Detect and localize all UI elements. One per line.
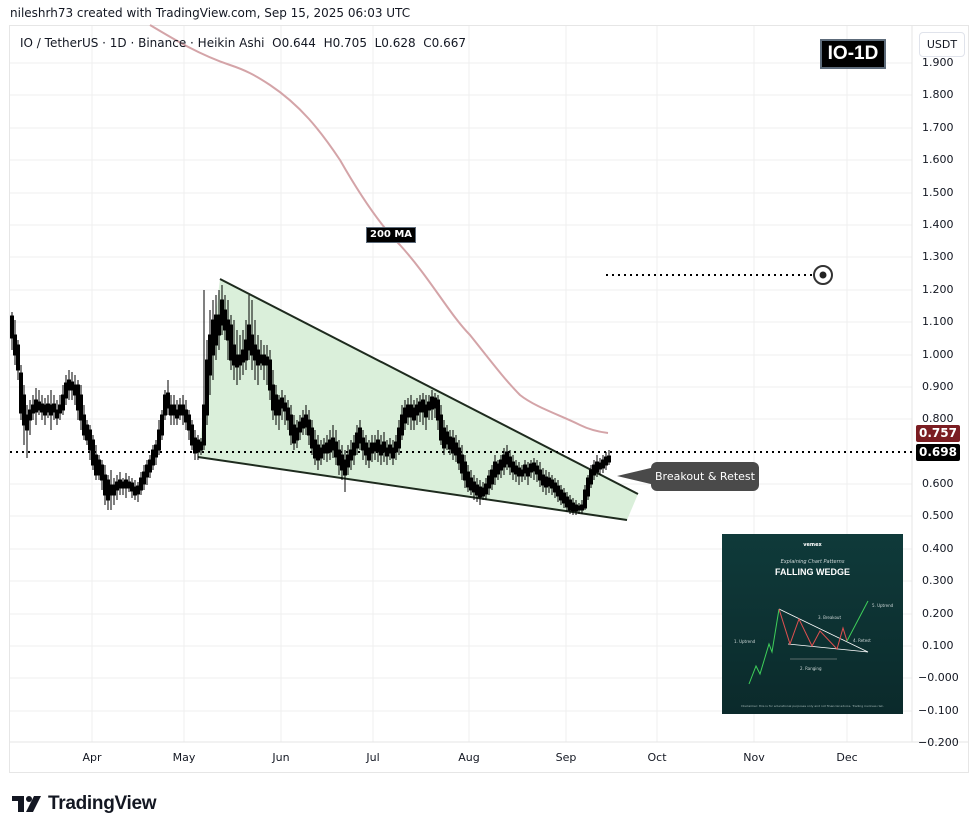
inset-label: 3. Breakout (818, 615, 842, 620)
inset-subtitle: Explaining Chart Patterns (780, 559, 845, 565)
x-tick: Jun (272, 751, 290, 764)
ma-price-tag: 0.757 (916, 425, 960, 442)
y-tick: −0.000 (918, 671, 959, 684)
x-tick: Nov (743, 751, 765, 764)
inset-footer: Disclaimer: this is for educational purp… (741, 704, 884, 708)
tradingview-logo[interactable]: TradingView (12, 793, 157, 815)
y-tick: 0.800 (922, 412, 954, 425)
x-tick: Oct (647, 751, 667, 764)
inset-title: FALLING WEDGE (775, 567, 850, 577)
last-price-tag: 0.698 (916, 444, 960, 461)
x-tick: Sep (555, 751, 577, 764)
falling-wedge-inset: vemex Explaining Chart Patterns FALLING … (722, 534, 903, 714)
ma-label: 200 MA (366, 227, 417, 243)
attribution-text: nileshrh73 created with TradingView.com,… (10, 6, 411, 20)
x-tick: Apr (82, 751, 102, 764)
y-tick: 1.500 (922, 186, 954, 199)
candles (10, 285, 611, 515)
y-tick: 1.900 (922, 56, 954, 69)
wedge-lower-line (197, 456, 628, 521)
y-tick: 0.100 (922, 639, 954, 652)
tradingview-logo-icon (12, 796, 41, 812)
y-tick: 1.000 (922, 348, 954, 361)
x-tick: Jul (366, 751, 380, 764)
currency-button[interactable]: USDT (919, 32, 965, 57)
breakout-callout: Breakout & Retest (651, 462, 759, 491)
y-tick: 1.800 (922, 88, 954, 101)
y-tick: 1.300 (922, 250, 954, 263)
falling-wedge-fill (198, 279, 638, 520)
y-tick: −0.100 (918, 704, 959, 717)
y-tick: 1.200 (922, 283, 954, 296)
inset-label: 1. Uptrend (734, 639, 756, 644)
symbol-badge: IO-1D (820, 39, 886, 69)
y-tick: 1.100 (922, 315, 954, 328)
y-tick: −0.200 (918, 736, 959, 749)
y-tick: 1.700 (922, 121, 954, 134)
tradingview-wordmark: TradingView (48, 793, 157, 814)
x-tick: Aug (458, 751, 480, 764)
x-tick: May (172, 751, 196, 764)
y-tick: 0.900 (922, 380, 954, 393)
y-tick: 0.400 (922, 542, 954, 555)
y-tick: 0.500 (922, 509, 954, 522)
target-marker-icon[interactable] (813, 265, 833, 285)
inset-label: 2. Ranging (800, 666, 822, 671)
inset-label: 4. Retest (853, 638, 871, 643)
y-tick: 1.600 (922, 153, 954, 166)
inset-brand: vemex (803, 542, 822, 548)
chart-legend: IO / TetherUS · 1D · Binance · Heikin As… (20, 36, 466, 50)
wedge-upper-line (219, 278, 639, 495)
y-tick: 0.600 (922, 477, 954, 490)
inset-label: 5. Uptrend (872, 603, 894, 608)
inset-diagram (748, 600, 869, 685)
x-tick: Dec (836, 751, 858, 764)
callout-pointer (617, 467, 655, 485)
y-tick: 0.200 (922, 607, 954, 620)
y-tick: 0.300 (922, 574, 954, 587)
y-tick: 1.400 (922, 218, 954, 231)
